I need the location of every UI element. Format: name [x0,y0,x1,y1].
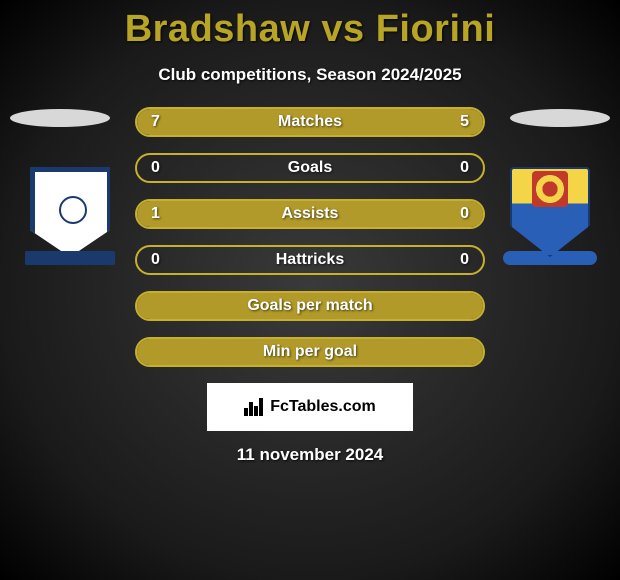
stat-label: Goals [137,159,483,177]
comparison-content: 7Matches50Goals01Assists00Hattricks0Goal… [0,107,620,465]
fctables-logo-icon [244,398,264,416]
comparison-date: 11 november 2024 [0,445,620,465]
stat-bar: 1Assists0 [135,199,485,229]
stat-label: Hattricks [137,251,483,269]
stat-bar: Goals per match [135,291,485,321]
stat-label: Min per goal [137,343,483,361]
spotlight-left [10,109,110,127]
stat-label: Assists [137,205,483,223]
stat-bar: 0Hattricks0 [135,245,485,275]
stat-value-right: 0 [460,251,469,269]
attribution-box: FcTables.com [207,383,413,431]
comparison-title: Bradshaw vs Fiorini [0,0,620,51]
stat-bars: 7Matches50Goals01Assists00Hattricks0Goal… [135,107,485,367]
team-crest-right [500,167,600,267]
stat-value-right: 0 [460,159,469,177]
comparison-subtitle: Club competitions, Season 2024/2025 [0,65,620,85]
team-crest-left [20,167,120,267]
stat-value-right: 0 [460,205,469,223]
stat-bar: Min per goal [135,337,485,367]
stat-bar: 0Goals0 [135,153,485,183]
stat-label: Matches [137,113,483,131]
stat-value-right: 5 [460,113,469,131]
attribution-text: FcTables.com [270,398,376,416]
stat-label: Goals per match [137,297,483,315]
stat-bar: 7Matches5 [135,107,485,137]
spotlight-right [510,109,610,127]
